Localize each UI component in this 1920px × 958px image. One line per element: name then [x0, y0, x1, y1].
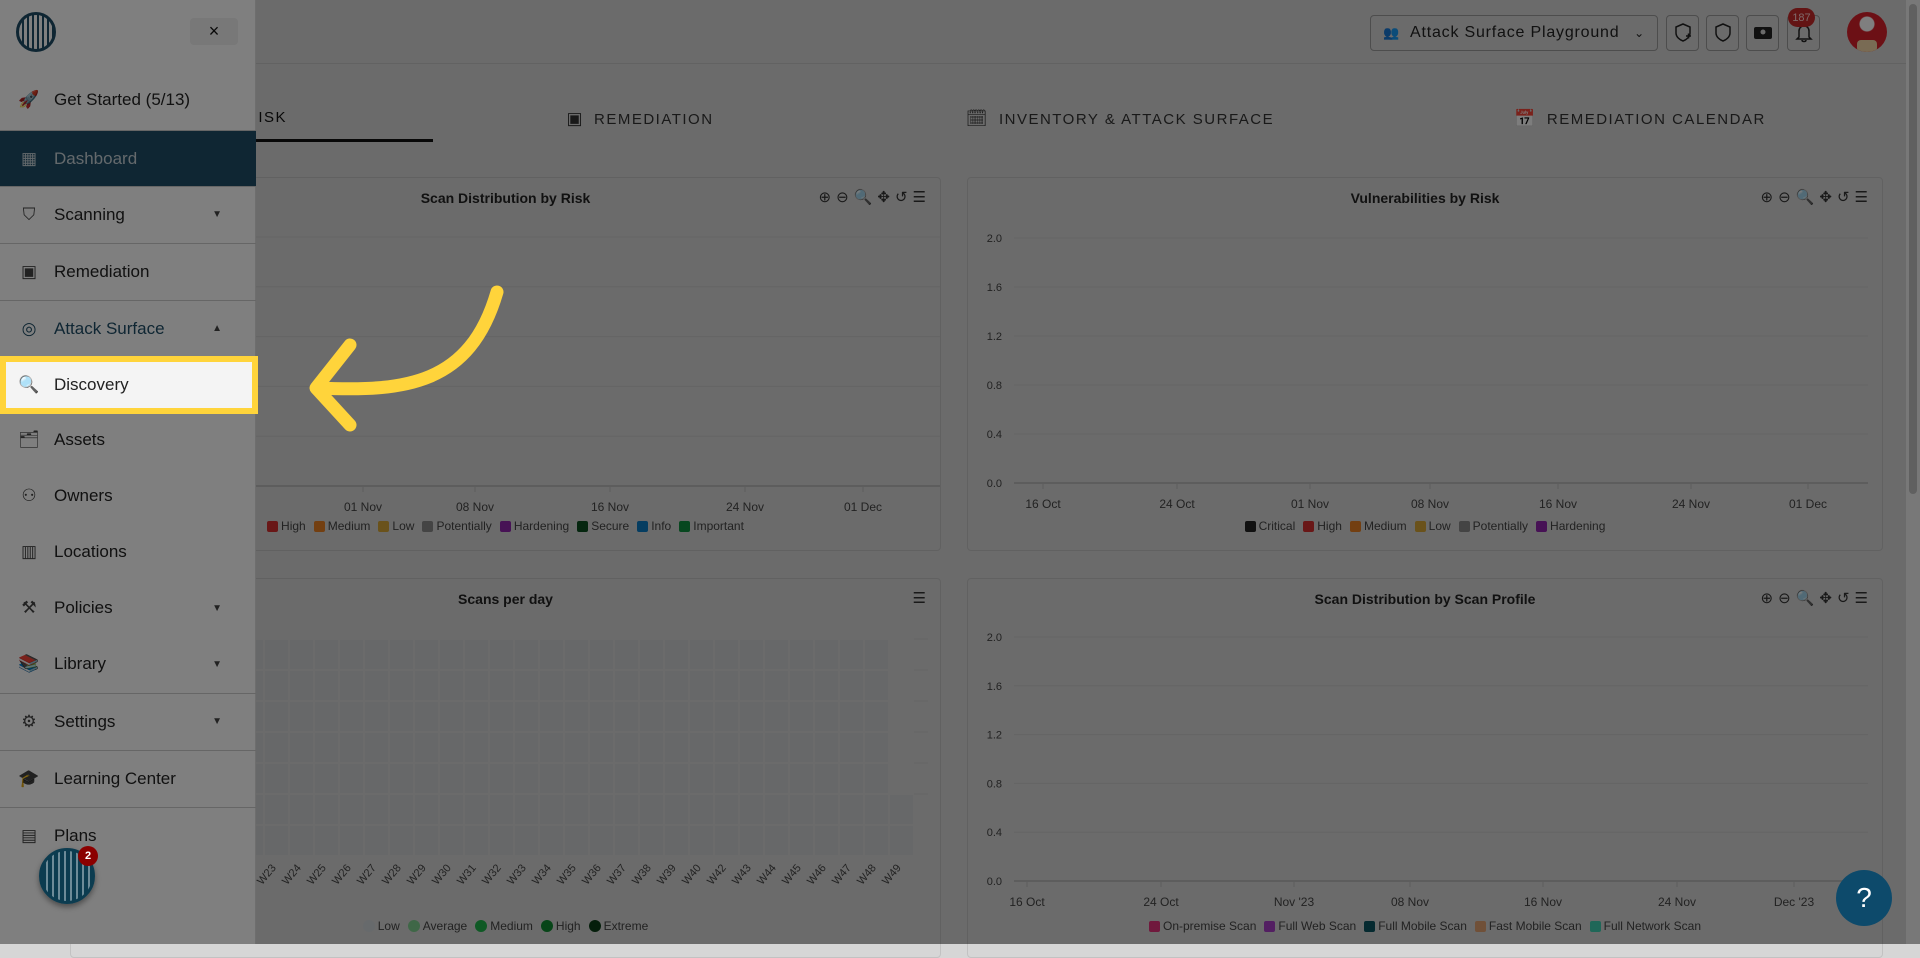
globe-search-icon: 🔍	[18, 375, 40, 394]
help-button[interactable]: ?	[1836, 870, 1892, 926]
sidebar-item-label: Discovery	[54, 375, 129, 394]
assistant-badge: 2	[78, 846, 98, 866]
help-icon: ?	[1856, 882, 1872, 913]
assistant-launcher-button[interactable]	[39, 848, 95, 904]
sidebar-item-discovery[interactable]: 🔍 Discovery	[0, 356, 258, 414]
